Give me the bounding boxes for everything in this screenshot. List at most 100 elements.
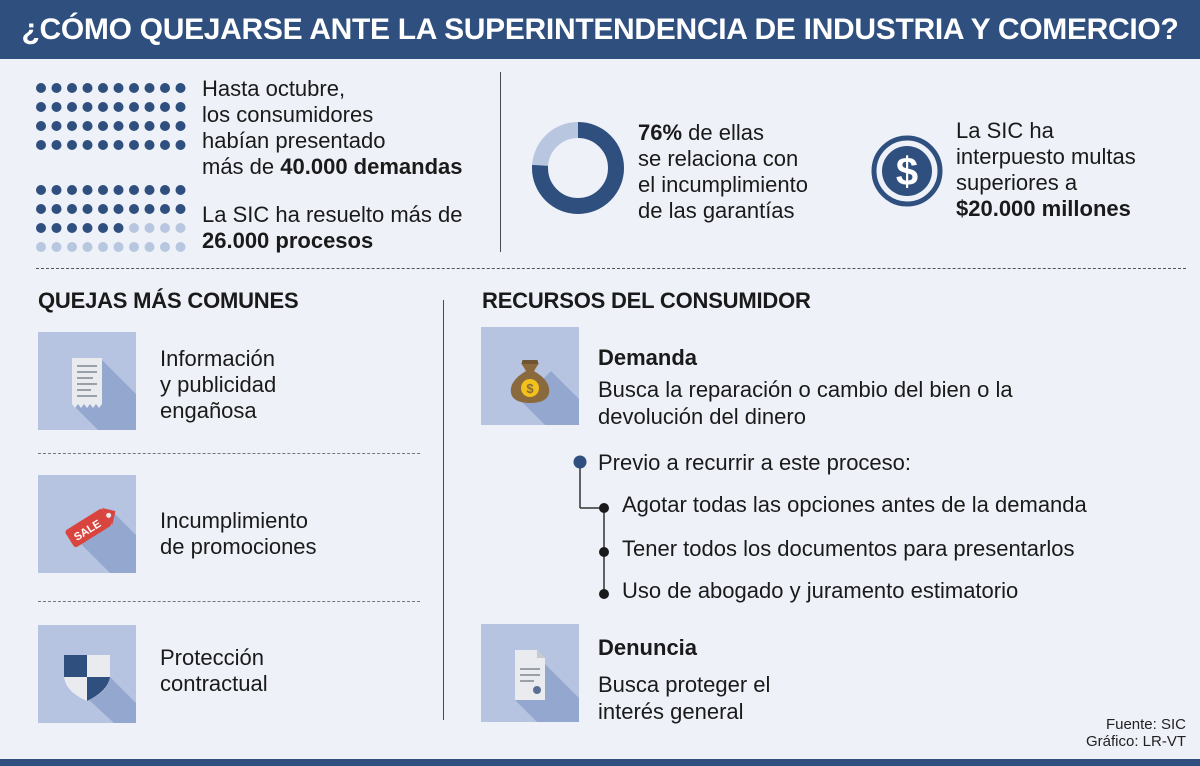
grid-dot (129, 242, 139, 252)
resources-heading: RECURSOS DEL CONSUMIDOR (482, 288, 811, 313)
grid-dot (82, 121, 93, 131)
grid-dot (36, 223, 46, 233)
grid-dot (129, 185, 139, 195)
divider-dashed (38, 453, 420, 454)
sale-tag-tile: SALE (38, 475, 136, 573)
grid-dot (51, 121, 62, 131)
demands-line: Hasta octubre, (202, 76, 346, 101)
grid-dot (175, 223, 186, 233)
divider-dashed (38, 601, 420, 602)
bottom-bar (0, 759, 1200, 766)
complaint-item: Protección contractual (160, 645, 268, 697)
complaint-line: de promociones (160, 534, 317, 559)
grid-dot (160, 121, 170, 131)
complaint-item: Información y publicidad engañosa (160, 346, 276, 424)
process-step: Tener todos los documentos para presenta… (622, 536, 1075, 561)
divider-dashed-main (36, 268, 1186, 269)
grid-dot (129, 204, 139, 214)
grid-dot (113, 204, 124, 214)
grid-dot (175, 242, 186, 252)
grid-dot (98, 204, 108, 214)
grid-dot (113, 83, 124, 93)
denuncia-desc-line: Busca proteger el (598, 672, 771, 697)
grid-dot (160, 102, 170, 112)
receipt-icon (72, 358, 136, 430)
demands-line: habían presentado (202, 128, 386, 153)
process-timeline (573, 455, 609, 599)
grid-dot (51, 140, 62, 150)
timeline-step-dot (599, 503, 609, 513)
resolved-line: La SIC ha resuelto más de (202, 202, 463, 227)
divider-vertical-bottom (443, 300, 444, 720)
grid-dot (175, 185, 186, 195)
grid-dot (129, 102, 139, 112)
warranty-text: 76% de ellas se relaciona con el incumpl… (638, 120, 808, 224)
grid-dot (129, 83, 139, 93)
demands-highlight: 40.000 demandas (280, 154, 463, 179)
source-credit: Fuente: SIC Gráfico: LR-VT (1000, 716, 1186, 750)
grid-dot (160, 223, 170, 233)
svg-text:$: $ (896, 150, 918, 194)
grid-dot (82, 102, 93, 112)
denuncia-description: Busca proteger el interés general (598, 671, 770, 725)
demanda-description: Busca la reparación o cambio del bien o … (598, 376, 1013, 430)
grid-dot (113, 223, 124, 233)
grid-dot (129, 223, 139, 233)
complaint-line: y publicidad (160, 372, 277, 397)
grid-dot (160, 185, 170, 195)
complaint-line: contractual (160, 671, 268, 696)
grid-dot (51, 223, 62, 233)
grid-dot (36, 204, 46, 214)
resolved-text: La SIC ha resuelto más de 26.000 proceso… (202, 202, 462, 254)
grid-dot (160, 204, 170, 214)
process-step: Agotar todas las opciones antes de la de… (622, 492, 1087, 517)
grid-dot (144, 204, 155, 214)
grid-dot (160, 83, 170, 93)
grid-dot (175, 83, 186, 93)
grid-dot (98, 223, 108, 233)
complaint-line: Protección (160, 645, 264, 670)
grid-dot (67, 83, 77, 93)
warranty-line: de las garantías (638, 198, 795, 223)
grid-dot (51, 242, 62, 252)
grid-dot (67, 242, 77, 252)
fines-highlight: $20.000 millones (956, 196, 1131, 221)
grid-dot (175, 121, 186, 131)
grid-dot (67, 204, 77, 214)
grid-dot (67, 102, 77, 112)
complaints-heading: QUEJAS MÁS COMUNES (38, 288, 299, 313)
grid-dot (175, 102, 186, 112)
grid-dot (113, 121, 124, 131)
grid-dot (82, 140, 93, 150)
grid-dot (144, 223, 155, 233)
grid-dot (98, 185, 108, 195)
grid-dot (129, 140, 139, 150)
grid-dot (113, 140, 124, 150)
graphic-credit: Gráfico: LR-VT (1085, 733, 1186, 750)
denuncia-desc-line: interés general (598, 699, 744, 724)
svg-text:$: $ (526, 381, 534, 396)
money-bag-tile: $ (481, 327, 579, 425)
grid-dot (51, 204, 62, 214)
grid-dot (51, 102, 62, 112)
grid-dot (67, 223, 77, 233)
grid-dot (36, 121, 46, 131)
timeline-step-dot (599, 547, 609, 557)
grid-dot (51, 83, 62, 93)
page-title: ¿CÓMO QUEJARSE ANTE LA SUPERINTENDENCIA … (21, 13, 1179, 46)
grid-dot (36, 242, 46, 252)
grid-dot (67, 121, 77, 131)
grid-dot (36, 102, 46, 112)
denuncia-title: Denuncia (598, 635, 698, 660)
shield-tile (38, 625, 136, 723)
resolved-highlight: 26.000 procesos (202, 228, 374, 253)
grid-dot (36, 140, 46, 150)
dot-grid-demands (36, 83, 186, 252)
grid-dot (144, 83, 155, 93)
previo-text: Previo a recurrir a este proceso: (598, 450, 912, 475)
grid-dot (98, 242, 108, 252)
grid-dot (144, 242, 155, 252)
demands-prefix: más de (202, 154, 281, 179)
warranty-line: el incumplimiento (638, 172, 808, 197)
demanda-desc-line: Busca la reparación o cambio del bien o … (598, 377, 1013, 402)
